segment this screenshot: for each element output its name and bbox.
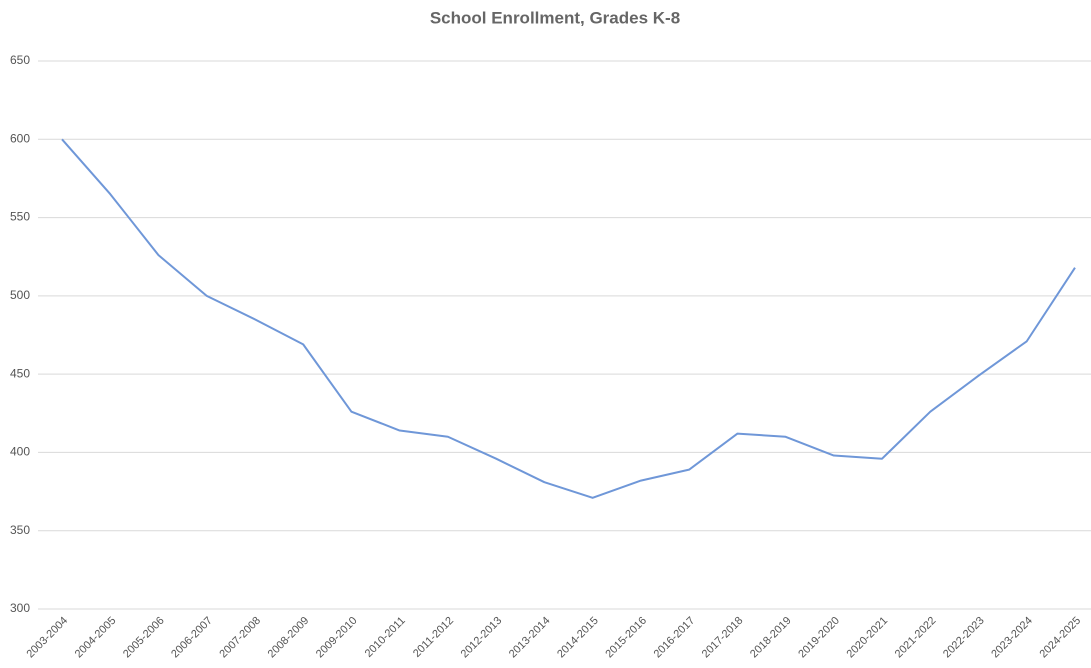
x-tick-label: 2003-2004 [24,615,70,661]
x-tick-label: 2017-2018 [700,615,746,661]
x-tick-label: 2024-2025 [1037,615,1083,661]
y-tick-label: 450 [10,366,30,380]
x-tick-label: 2010-2011 [363,615,408,660]
x-tick-label: 2013-2014 [507,615,553,661]
x-tick-label: 2023-2024 [989,615,1035,661]
x-tick-label: 2004-2005 [73,615,119,661]
x-tick-label: 2018-2019 [748,615,794,661]
x-tick-label: 2019-2020 [796,615,842,661]
y-tick-label: 400 [10,445,30,459]
x-tick-label: 2008-2009 [266,615,312,661]
y-tick-label: 650 [10,53,30,67]
x-tick-label: 2022-2023 [941,615,987,661]
y-tick-label: 600 [10,131,30,145]
y-tick-label: 300 [10,601,30,615]
x-tick-label: 2011-2012 [411,615,456,660]
y-tick-label: 350 [10,523,30,537]
data-line [61,138,1076,499]
x-tick-label: 2012-2013 [459,615,505,661]
x-tick-label: 2014-2015 [555,615,601,661]
chart-title: School Enrollment, Grades K-8 [430,8,680,27]
x-tick-label: 2021-2022 [893,615,939,661]
x-tick-label: 2007-2008 [217,615,263,661]
x-tick-label: 2015-2016 [603,615,649,661]
y-tick-label: 550 [10,210,30,224]
x-tick-label: 2006-2007 [169,615,215,661]
x-tick-label: 2016-2017 [652,615,698,661]
x-tick-label: 2005-2006 [121,615,167,661]
x-tick-label: 2020-2021 [845,615,891,661]
x-tick-label: 2009-2010 [314,615,360,661]
y-tick-label: 500 [10,288,30,302]
